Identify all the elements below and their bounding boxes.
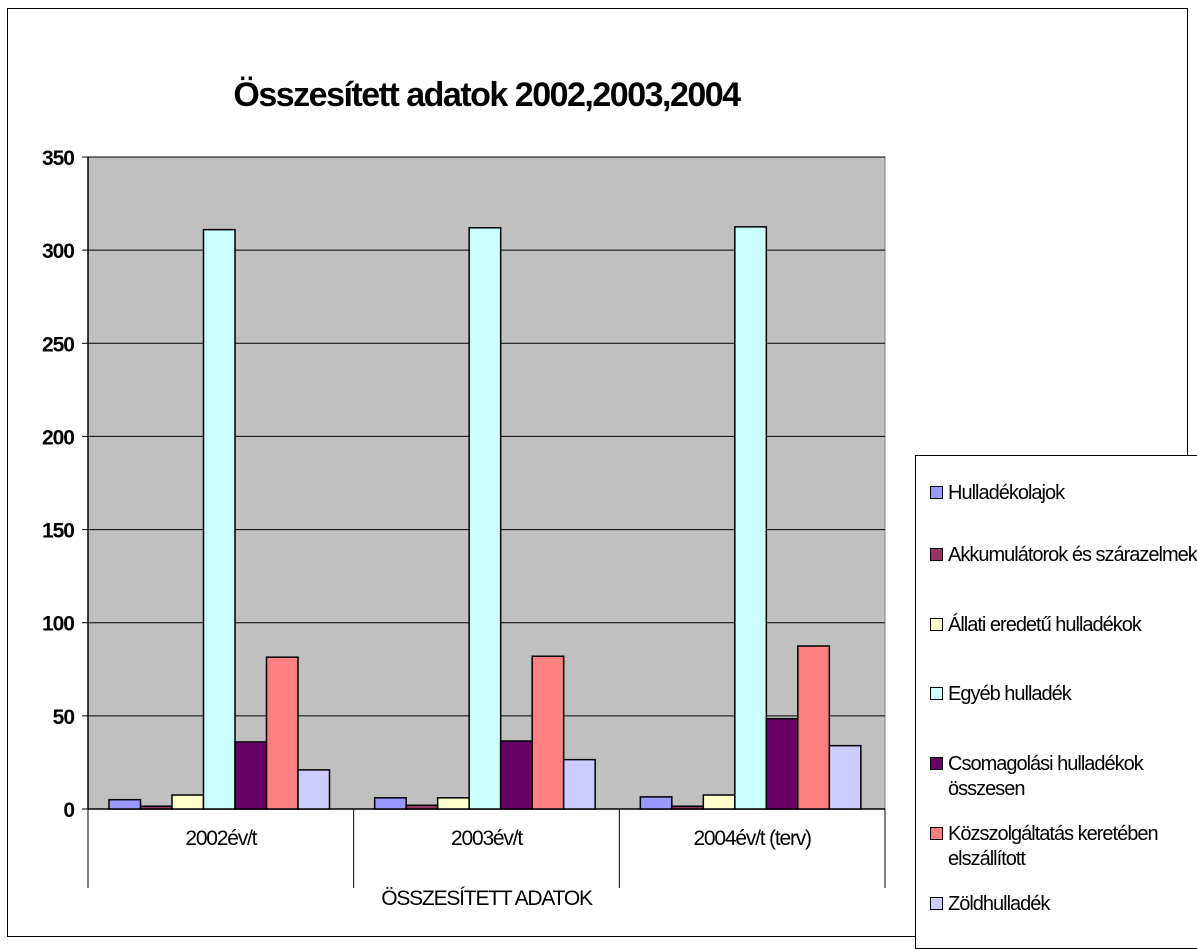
bar bbox=[828, 744, 862, 810]
legend-swatch bbox=[930, 757, 943, 770]
legend: Hulladékolajok Akkumulátorok és szárazelm… bbox=[915, 455, 1197, 949]
bar bbox=[468, 227, 502, 810]
bar bbox=[202, 228, 236, 810]
x-category-label: 2003év/t bbox=[451, 827, 523, 850]
chart-title: Összesített adatok 2002,2003,2004 bbox=[233, 76, 741, 114]
x-category-label: 2002év/t bbox=[185, 827, 257, 850]
y-tick-label: 200 bbox=[42, 426, 74, 449]
legend-label: Közszolgáltatás keretében elszállított bbox=[948, 823, 1159, 870]
legend-swatch bbox=[930, 618, 943, 631]
legend-swatch bbox=[930, 486, 943, 499]
bar bbox=[297, 769, 331, 810]
legend-label: Hulladékolajok bbox=[948, 482, 1065, 504]
bar bbox=[765, 717, 799, 810]
legend-swatch bbox=[930, 827, 943, 840]
bar bbox=[562, 758, 596, 810]
bar bbox=[108, 798, 142, 810]
bar bbox=[499, 740, 533, 810]
bar bbox=[234, 741, 268, 810]
legend-swatch bbox=[930, 687, 943, 700]
bar bbox=[171, 794, 205, 810]
legend-swatch bbox=[930, 897, 943, 910]
bar bbox=[373, 797, 407, 810]
y-tick-label: 150 bbox=[42, 520, 74, 543]
legend-label: Akkumulátorok és szárazelmek bbox=[948, 544, 1197, 566]
bar bbox=[405, 804, 439, 810]
legend-swatch bbox=[930, 548, 943, 561]
bar bbox=[639, 796, 673, 810]
legend-label: Állati eredetű hulladékok bbox=[948, 614, 1142, 636]
y-tick-label: 250 bbox=[42, 333, 74, 356]
x-group-label: ÖSSZESÍTETT ADATOK bbox=[381, 887, 593, 910]
legend-label: Zöldhulladék bbox=[948, 893, 1050, 915]
bar bbox=[734, 226, 768, 810]
legend-label: Csomagolási hulladékok összesen bbox=[948, 753, 1144, 800]
y-tick-label: 0 bbox=[63, 799, 74, 822]
x-category-label: 2004év/t (terv) bbox=[693, 827, 811, 850]
y-tick-label: 100 bbox=[42, 613, 74, 636]
bar bbox=[702, 794, 736, 810]
legend-label: Egyéb hulladék bbox=[948, 683, 1072, 705]
bar bbox=[139, 805, 173, 810]
y-tick-label: 300 bbox=[42, 240, 74, 263]
y-tick-label: 50 bbox=[53, 706, 75, 729]
bar bbox=[265, 656, 299, 810]
bar bbox=[797, 645, 831, 810]
bar bbox=[531, 655, 565, 810]
y-tick-label: 350 bbox=[42, 147, 74, 170]
bar bbox=[436, 797, 470, 810]
bar bbox=[671, 805, 705, 810]
